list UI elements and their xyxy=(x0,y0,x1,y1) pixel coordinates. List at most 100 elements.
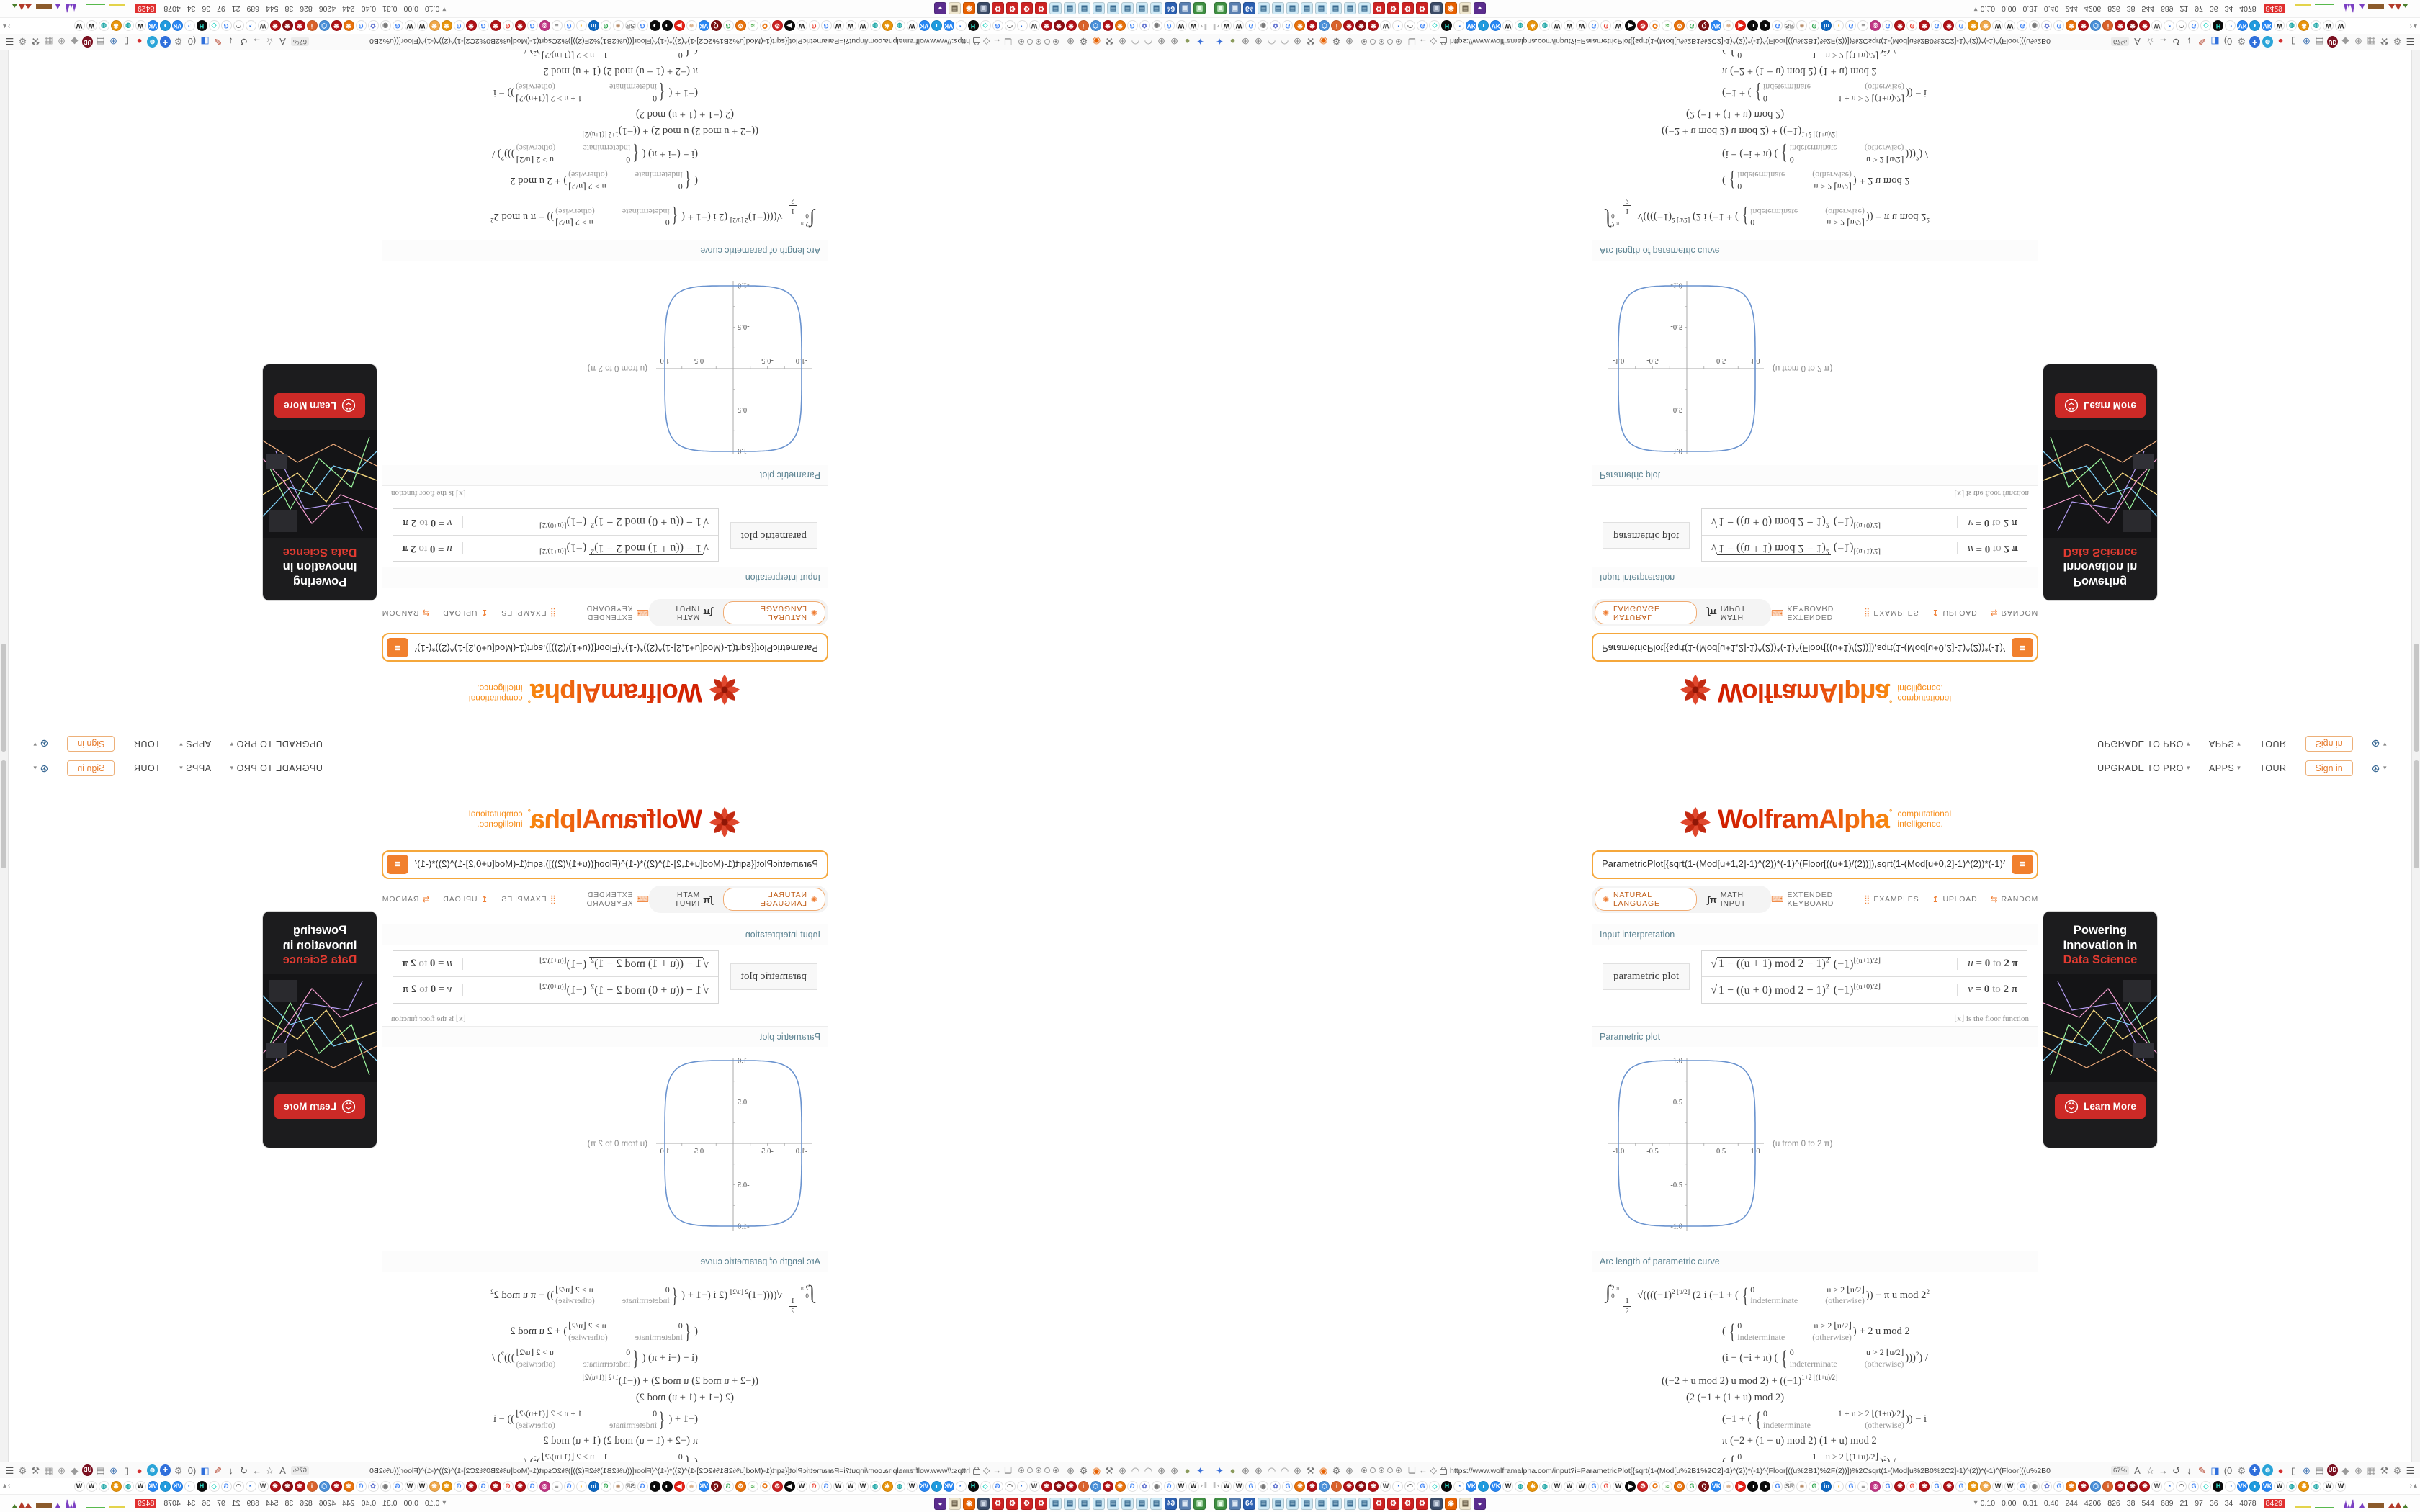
scrollbar-thumb[interactable] xyxy=(2414,760,2419,868)
knit-globe-icon[interactable]: ⊕ xyxy=(56,36,67,48)
tab-favicon[interactable]: ◍ xyxy=(895,1481,905,1492)
tab-favicon[interactable]: ❋ xyxy=(429,21,440,32)
language-selector[interactable]: ⊛ ▾ xyxy=(33,739,48,750)
tab-favicon[interactable]: W xyxy=(405,21,416,32)
tab-favicon[interactable]: VK xyxy=(699,1481,709,1492)
taskbar-purple-face[interactable]: ◒ xyxy=(934,3,946,15)
back-icon[interactable]: ← xyxy=(1419,1466,1428,1475)
tab-favicon[interactable]: W xyxy=(1992,21,2003,32)
translate-icon[interactable]: ◨ xyxy=(2210,1464,2220,1476)
tab-favicon[interactable]: ◍ xyxy=(895,21,905,32)
tab-favicon[interactable]: ❋ xyxy=(1066,1481,1077,1492)
tab-favicon[interactable]: W xyxy=(846,1481,856,1492)
tab-favicon[interactable]: VK xyxy=(1711,1481,1721,1492)
tab-favicon[interactable]: G xyxy=(1127,21,1138,32)
tab-favicon[interactable]: G xyxy=(1600,21,1611,32)
back-icon[interactable]: ← xyxy=(1419,37,1428,46)
tab-favicon[interactable]: ▶ xyxy=(674,1481,685,1492)
shield-down-icon[interactable]: ◍ xyxy=(2262,36,2273,48)
tab-favicon[interactable]: ❋ xyxy=(2127,1481,2138,1492)
tab-favicon[interactable]: ❋ xyxy=(295,21,305,32)
taskbar-floppy-64[interactable]: 64 xyxy=(1243,1498,1255,1510)
examples-button[interactable]: ⣿ EXAMPLES xyxy=(1864,608,1919,618)
tab-favicon[interactable]: ◗ xyxy=(1478,21,1489,32)
tab-favicon[interactable]: ✱ xyxy=(882,21,893,32)
tab-favicon[interactable]: ≈ xyxy=(1662,1481,1672,1492)
folder-icon[interactable]: ❏ xyxy=(1408,1466,1416,1475)
translate-icon[interactable]: ◨ xyxy=(2210,36,2220,48)
tab-favicon[interactable]: ≈ xyxy=(748,1481,758,1492)
gear-icon[interactable]: ⚙ xyxy=(2236,1464,2247,1476)
scroll-tabs-left-icon[interactable]: ‹ xyxy=(1201,22,1203,30)
network-globe-icon[interactable]: ⊕ xyxy=(108,1464,119,1476)
tab-favicon[interactable]: ✿ xyxy=(1270,21,1281,32)
tab-favicon[interactable]: G xyxy=(1772,21,1783,32)
tab-favicon[interactable]: W xyxy=(1221,21,1232,32)
taskbar-notepad[interactable]: ▤ xyxy=(1286,3,1299,15)
tab-favicon[interactable]: W xyxy=(833,1481,844,1492)
taskbar-notepad[interactable]: ▤ xyxy=(1064,3,1076,15)
sidebar-ad[interactable]: PoweringInnovation in Data Science xyxy=(2043,364,2158,601)
tab-favicon[interactable]: G xyxy=(2017,21,2027,32)
tab-favicon[interactable]: G xyxy=(992,21,1003,32)
shield-icon[interactable]: ◇ xyxy=(983,1466,990,1475)
tab-favicon[interactable]: VK xyxy=(919,21,930,32)
tab-favicon[interactable]: ⬡ xyxy=(1319,1481,1330,1492)
puzzle-icon[interactable]: ▦ xyxy=(2366,36,2377,48)
tab-favicon[interactable]: W xyxy=(797,21,807,32)
tab-favicon[interactable]: G xyxy=(393,1481,403,1492)
nav-upgrade-to-pro[interactable]: UPGRADE TO PRO ▾ xyxy=(2097,763,2190,773)
tab-favicon[interactable]: ▶ xyxy=(1735,21,1746,32)
tab-favicon[interactable]: G xyxy=(564,21,575,32)
gear-icon[interactable]: ⚙ xyxy=(2392,1464,2403,1476)
tab-favicon[interactable]: W xyxy=(1233,1481,1244,1492)
tab-favicon[interactable]: W xyxy=(2004,1481,2015,1492)
tab-favicon[interactable]: ◇ xyxy=(209,21,220,32)
globe-icon[interactable]: ⊕ xyxy=(1156,36,1167,48)
pause-icon[interactable]: ‖ xyxy=(1213,22,1216,30)
tab-favicon[interactable]: W xyxy=(2274,21,2285,32)
query-input[interactable]: ParametricPlot[{sqrt(1-(Mod[u+1,2]-1)^(2… xyxy=(382,633,828,662)
tab-favicon[interactable]: ◗ xyxy=(1478,1481,1489,1492)
tab-favicon[interactable]: VK xyxy=(172,21,183,32)
tab-favicon[interactable]: ✿ xyxy=(368,1481,379,1492)
taskbar-launcher-green[interactable]: ▣ xyxy=(1193,3,1206,15)
tab-favicon[interactable]: ◑ xyxy=(650,21,660,32)
wrench-icon[interactable]: ⚒ xyxy=(30,36,41,48)
translate-icon[interactable]: ◨ xyxy=(200,36,210,48)
tab-favicon[interactable]: SR xyxy=(625,1481,636,1492)
taskbar-purple-face[interactable]: ◒ xyxy=(1474,1498,1486,1510)
tab-favicon[interactable]: W xyxy=(1551,21,1562,32)
language-selector[interactable]: ⊛ ▾ xyxy=(2372,763,2387,773)
tab-favicon[interactable]: ❋ xyxy=(282,21,293,32)
taskbar-red-gear[interactable]: ⚙ xyxy=(1402,1498,1414,1510)
tab-favicon[interactable]: G xyxy=(821,1481,832,1492)
upload-button[interactable]: ↥ UPLOAD xyxy=(1932,894,1977,904)
taskbar-notepad[interactable]: ▤ xyxy=(1064,1498,1076,1510)
random-button[interactable]: ⇆ RANDOM xyxy=(382,608,430,618)
taskbar-notepad[interactable]: ▤ xyxy=(1301,3,1313,15)
tab-favicon[interactable]: ❋ xyxy=(1919,1481,1930,1492)
tab-favicon[interactable]: G xyxy=(1845,21,1856,32)
tab-favicon[interactable]: ◔ xyxy=(2164,1481,2174,1492)
tab-favicon[interactable]: ⚙ xyxy=(1637,1481,1648,1492)
taskbar-scroll[interactable]: ▤ xyxy=(949,3,961,15)
tab-favicon[interactable]: ❋ xyxy=(2127,21,2138,32)
tab-favicon[interactable]: W xyxy=(1992,1481,2003,1492)
tab-favicon[interactable]: ◗ xyxy=(931,21,942,32)
taskbar-monitor[interactable]: ▣ xyxy=(1430,1498,1443,1510)
tab-favicon[interactable]: ◍ xyxy=(2286,21,2297,32)
nav-tour[interactable]: TOUR xyxy=(2259,739,2286,750)
tab-favicon[interactable]: ◍ xyxy=(1515,21,1525,32)
tab-favicon[interactable]: ◖ xyxy=(1833,21,1844,32)
tab-favicon[interactable]: ◍ xyxy=(1539,1481,1550,1492)
tab-favicon[interactable]: W xyxy=(907,1481,918,1492)
taskbar-scroll[interactable]: ▤ xyxy=(1459,1498,1471,1510)
tab-favicon[interactable]: ⬡ xyxy=(319,21,330,32)
tab-favicon[interactable]: ✱ xyxy=(2298,21,2309,32)
tab-overflow-icon[interactable]: ▴ xyxy=(2414,22,2417,30)
tab-favicon[interactable]: ▶ xyxy=(1735,1481,1746,1492)
tab-favicon[interactable]: W xyxy=(2323,1481,2334,1492)
add-icon[interactable]: ✚ xyxy=(2249,36,2260,48)
tab-favicon[interactable]: ◇ xyxy=(1429,21,1440,32)
